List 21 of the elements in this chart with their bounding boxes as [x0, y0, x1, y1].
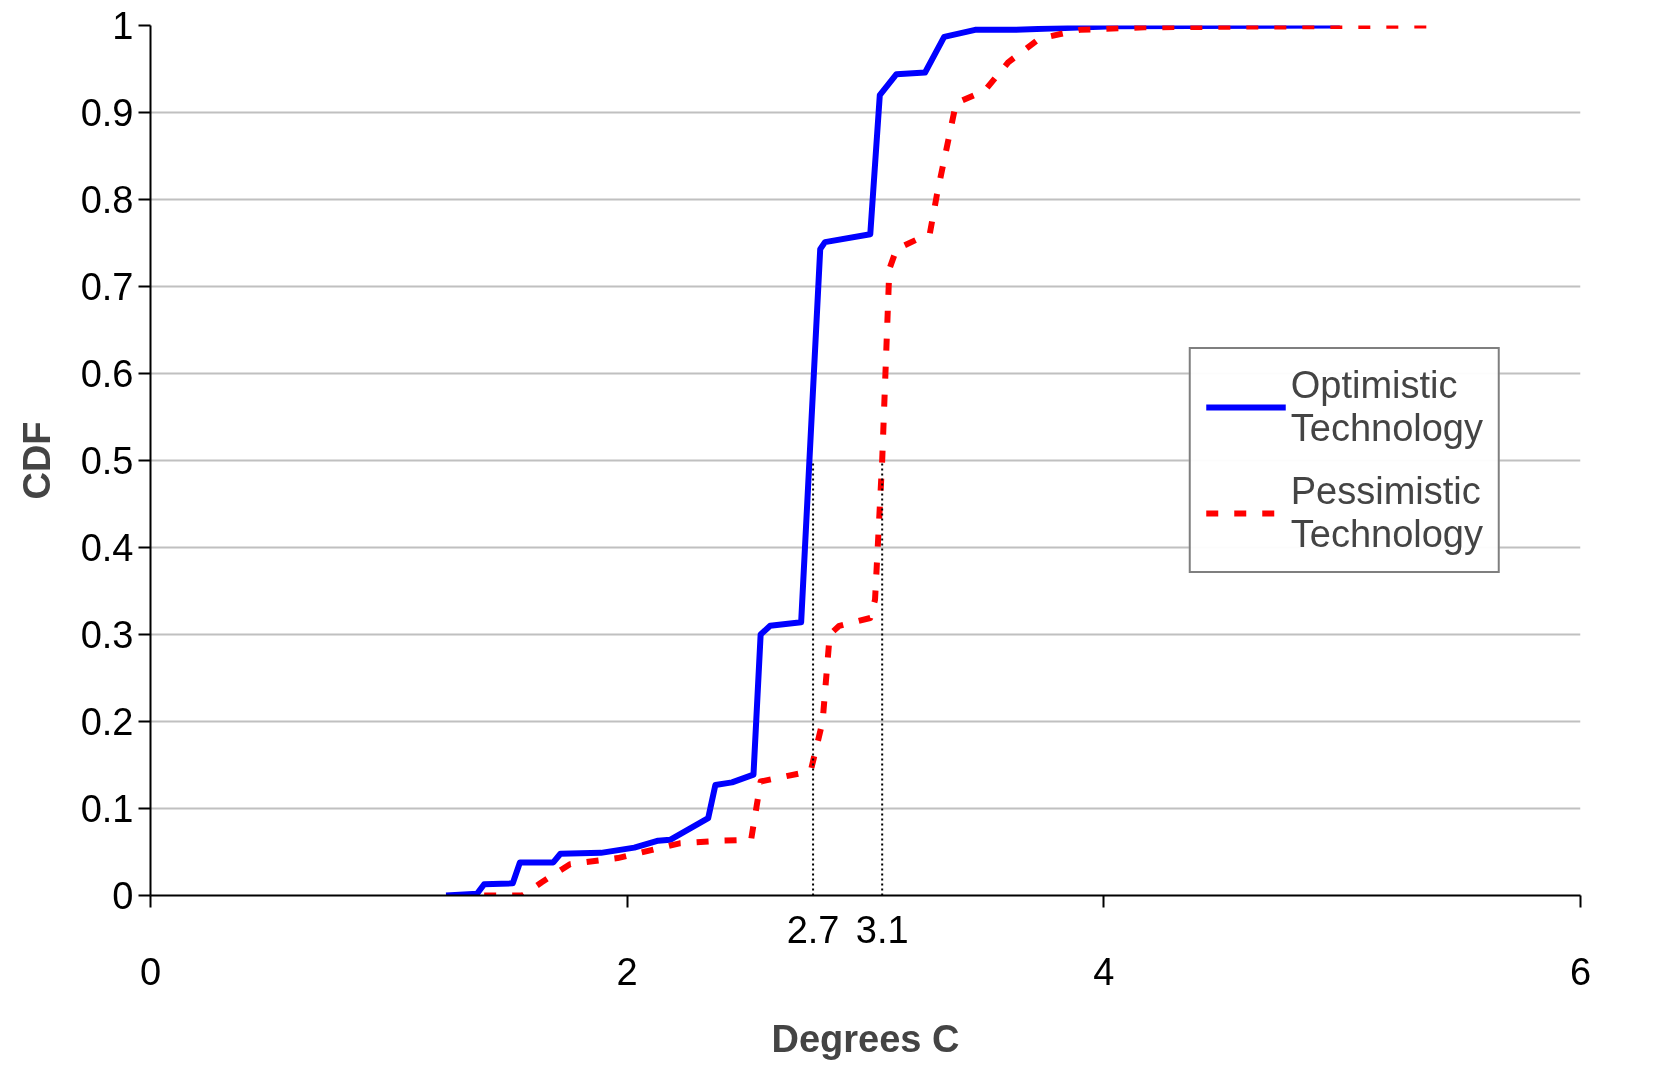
- x-tick-label: 6: [1569, 950, 1592, 993]
- y-tick-label: 0.7: [80, 266, 134, 308]
- y-tick-label: 0.3: [80, 614, 134, 656]
- y-tick-label: 0: [112, 875, 134, 917]
- y-tick-label: 0.2: [80, 701, 134, 743]
- y-tick-label: 0.5: [80, 440, 134, 482]
- y-tick-label: 0.9: [80, 92, 134, 134]
- y-tick-label: 0.1: [80, 788, 134, 830]
- y-tick-label: 0.4: [80, 527, 134, 569]
- legend-label: Pessimistic Technology: [1290, 470, 1483, 556]
- x-tick-label: 0: [139, 950, 162, 993]
- x-tick-label: 2: [616, 950, 638, 993]
- x-axis-title: Degrees C: [771, 1017, 960, 1060]
- y-tick-label: 0.6: [80, 353, 134, 395]
- y-tick-label: 1: [112, 5, 134, 47]
- y-tick-label: 0.8: [80, 179, 134, 221]
- annotation: 2.7: [786, 908, 840, 951]
- x-tick-label: 4: [1093, 950, 1115, 993]
- annotation: 3.1: [855, 908, 909, 951]
- legend-label: Optimistic Technology: [1290, 364, 1483, 450]
- y-axis-title: CDF: [15, 421, 58, 500]
